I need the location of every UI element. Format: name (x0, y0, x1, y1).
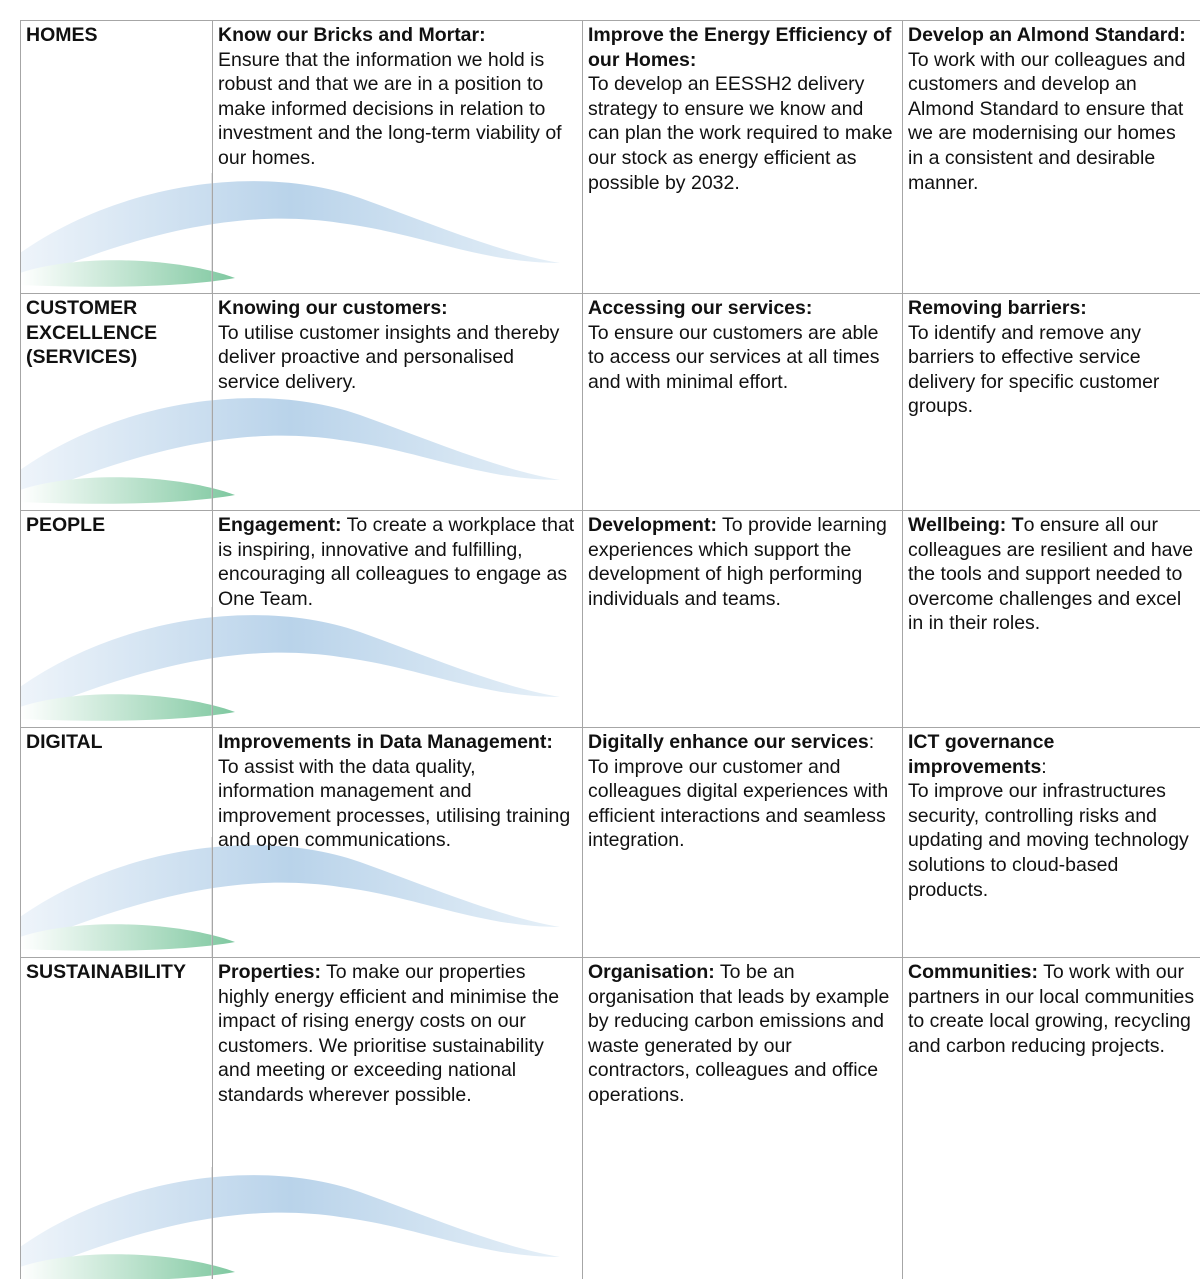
objective-text: To work with our partners in our local c… (908, 961, 1195, 1057)
objective-heading: Knowing our customers: (218, 297, 448, 319)
objective-cell: Properties: To make our properties highl… (212, 957, 583, 1279)
objective-heading: Properties: (218, 961, 321, 983)
objective-cell: Know our Bricks and Mortar: Ensure that … (212, 20, 583, 294)
objective-heading: Development: (588, 514, 717, 536)
objective-cell: Improvements in Data Management: To assi… (212, 727, 583, 958)
objective-heading: Communities: (908, 961, 1039, 983)
objective-heading: ICT governance improvements (908, 731, 1055, 778)
strategy-table: HOMES Know our Bricks and Mortar: Ensure … (20, 20, 1200, 1279)
table-row: SUSTAINABILITY Properties: To make our pr… (20, 957, 1200, 1279)
objective-heading: Organisation: (588, 961, 715, 983)
objective-text: To identify and remove any barriers to e… (908, 321, 1160, 418)
objective-heading: Improve the Energy Efficiency of our Hom… (588, 24, 892, 71)
table-row: DIGITAL Improvements in Data Management: … (20, 727, 1200, 958)
objective-text: To utilise customer insights and thereby… (218, 321, 560, 393)
objective-cell: Development: To provide learning experie… (582, 510, 903, 728)
objective-cell: Knowing our customers: To utilise custom… (212, 293, 583, 511)
table-row: HOMES Know our Bricks and Mortar: Ensure … (20, 20, 1200, 294)
objective-text: : To improve our customer and colleagues… (588, 731, 889, 852)
objective-text: To assist with the data quality, informa… (218, 755, 571, 852)
objective-cell: Digitally enhance our services: To impro… (582, 727, 903, 958)
objective-cell: Wellbeing: To ensure all our colleagues … (902, 510, 1200, 728)
table-row: PEOPLE Engagement: To create a workplace … (20, 510, 1200, 728)
objective-heading: Wellbeing: T (908, 514, 1024, 536)
objective-cell: Organisation: To be an organisation that… (582, 957, 903, 1279)
table-row: CUSTOMER EXCELLENCE (SERVICES) Knowing ou… (20, 293, 1200, 511)
row-label: CUSTOMER EXCELLENCE (SERVICES) (20, 293, 213, 511)
objective-cell: ICT governance improvements: To improve … (902, 727, 1200, 958)
row-label: SUSTAINABILITY (20, 957, 213, 1279)
objective-cell: Accessing our services: To ensure our cu… (582, 293, 903, 511)
objective-cell: Engagement: To create a workplace that i… (212, 510, 583, 728)
objective-text: : To improve our infrastructures securit… (908, 755, 1189, 901)
objective-text: To develop an EESSH2 delivery strategy t… (588, 73, 893, 194)
objective-cell: Improve the Energy Efficiency of our Hom… (582, 20, 903, 294)
objective-text: To ensure our customers are able to acce… (588, 321, 880, 393)
objective-cell: Communities: To work with our partners i… (902, 957, 1200, 1279)
objective-heading: Accessing our services: (588, 297, 813, 319)
objective-text: To make our properties highly energy eff… (218, 961, 560, 1106)
objective-text: To work with our colleagues and customer… (908, 48, 1186, 194)
objective-text: o ensure all our colleagues are resilien… (908, 514, 1194, 635)
objective-heading: Know our Bricks and Mortar: (218, 24, 486, 46)
row-label: PEOPLE (20, 510, 213, 728)
objective-cell: Removing barriers: To identify and remov… (902, 293, 1200, 511)
objective-heading: Engagement: (218, 514, 342, 536)
objective-text: To provide learning experiences which su… (588, 514, 887, 610)
row-label: HOMES (20, 20, 213, 294)
objective-heading: Develop an Almond Standard: (908, 24, 1186, 46)
objective-text: To be an organisation that leads by exam… (588, 961, 890, 1106)
objective-heading: Improvements in Data Management: (218, 731, 553, 753)
objective-cell: Develop an Almond Standard: To work with… (902, 20, 1200, 294)
objective-heading: Digitally enhance our services (588, 731, 869, 753)
objective-heading: Removing barriers: (908, 297, 1087, 319)
objective-text: Ensure that the information we hold is r… (218, 48, 562, 169)
objective-text: To create a workplace that is inspiring,… (218, 514, 575, 610)
row-label: DIGITAL (20, 727, 213, 958)
